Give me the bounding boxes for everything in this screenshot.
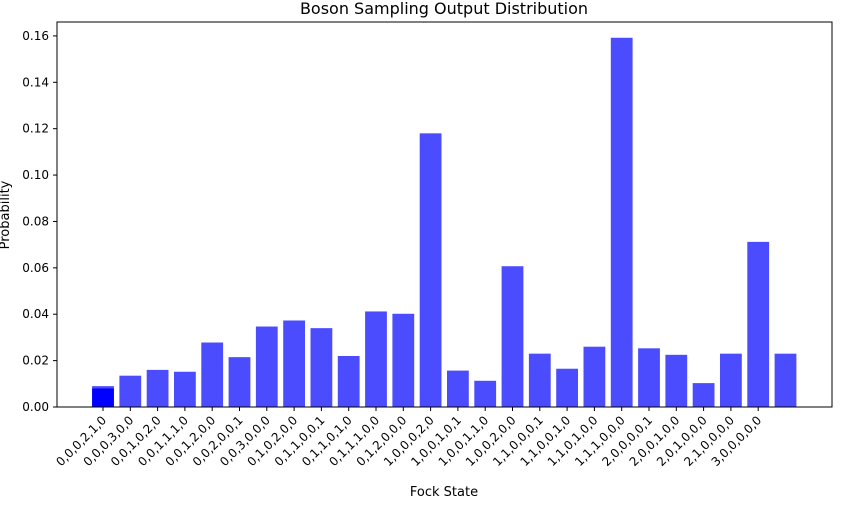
bar-11 [365,311,387,407]
bar-22 [665,354,688,407]
bar-15 [474,380,497,407]
bar-23 [692,383,715,407]
y-tick-label: 0.16 [22,29,49,43]
bar-7 [255,326,278,407]
y-tick-label: 0.14 [22,75,49,89]
bar-16 [501,266,524,407]
bar-6 [228,357,251,407]
y-tick-label: 0.00 [22,400,49,414]
bar-3 [146,369,169,407]
bar-12 [392,313,415,407]
plot-frame [56,21,833,408]
x-axis-ticks: 0,0,0,2,1,00,0,0,3,0,00,0,1,0,2,00,0,1,1… [53,407,764,469]
bar-26 [774,353,797,407]
bar-18 [556,368,578,407]
bar-14 [447,370,469,407]
y-tick-label: 0.02 [22,354,49,368]
y-tick-label: 0.12 [22,122,49,136]
highlighted-bar [92,388,114,407]
bar-2 [119,375,142,407]
y-tick-label: 0.06 [22,261,49,275]
bar-21 [638,348,660,407]
chart-title: Boson Sampling Output Distribution [300,0,588,18]
y-axis-label: Probability [0,180,13,249]
bar-25 [747,241,770,407]
y-tick-label: 0.04 [22,307,49,321]
bar-19 [583,346,606,407]
y-tick-label: 0.10 [22,168,49,182]
bar-24 [720,353,742,407]
bar-4 [174,371,196,407]
bar-9 [310,328,333,407]
y-tick-label: 0.08 [22,214,49,228]
bar-20 [610,37,633,408]
bar-8 [283,320,305,407]
bar-17 [528,353,551,407]
bars-group [92,37,797,408]
y-axis-ticks: 0.00 0.02 0.04 0.06 0.08 0.10 0.12 0.14 0.16 [22,29,57,414]
x-axis-label: Fock State [410,485,478,500]
bar-13 [419,133,442,407]
bar-5 [201,342,224,407]
bar-10 [337,355,360,407]
